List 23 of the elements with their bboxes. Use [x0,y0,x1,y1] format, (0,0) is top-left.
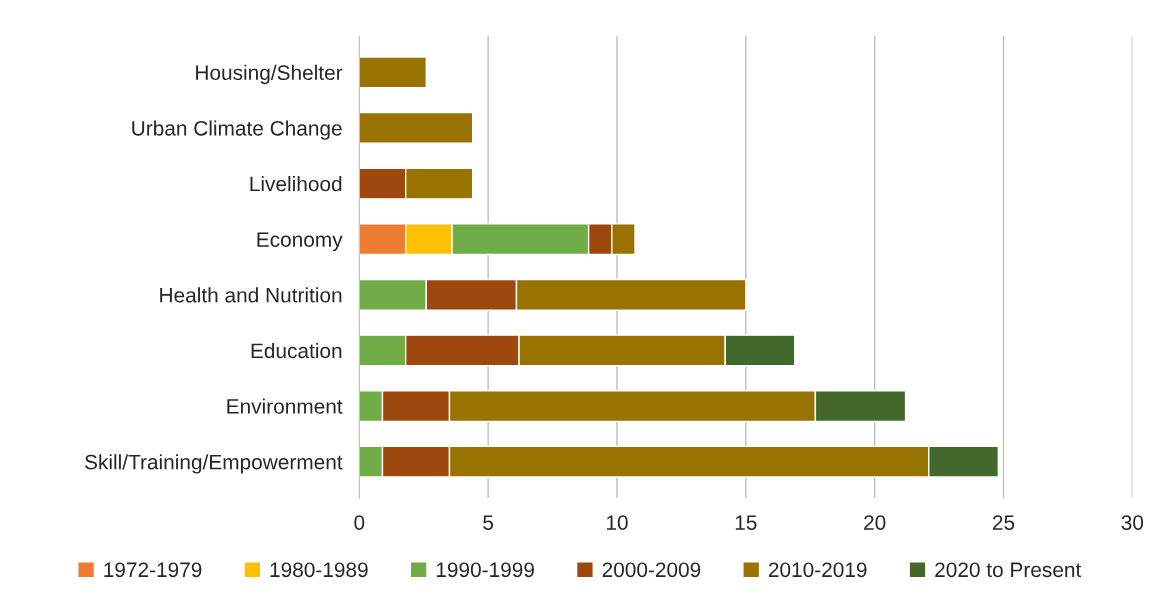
legend-label: 1980-1989 [270,562,368,578]
x-tick-label: 5 [483,515,494,530]
x-tick-label: 15 [735,515,757,530]
x-tick-label: 10 [606,515,628,530]
bar [359,111,474,144]
x-tick-label: 25 [992,515,1015,530]
legend-label: 2000-2009 [602,562,701,578]
y-tick-label: Skill/Training/Empowerment [85,454,343,474]
y-tick-label: Urban Climate Change [132,120,342,140]
legend-label: 2010-2019 [768,562,867,578]
y-tick-label: Housing/Shelter [196,64,343,85]
legend-label: 2020 to Present [935,562,1082,578]
legend-label: 1972-1979 [104,562,202,578]
x-tick-label: 0 [354,515,365,530]
x-tick-label: 20 [864,515,886,530]
y-tick-label: Livelihood [250,176,342,192]
y-tick-label: Environment [227,398,343,414]
bar [359,56,427,89]
legend-label: 1990-1999 [436,562,534,578]
y-tick-label: Economy [257,232,343,252]
y-tick-label: Education [251,342,342,359]
x-tick-label: 30 [1121,515,1144,530]
y-tick-label: Health and Nutrition [160,287,342,303]
